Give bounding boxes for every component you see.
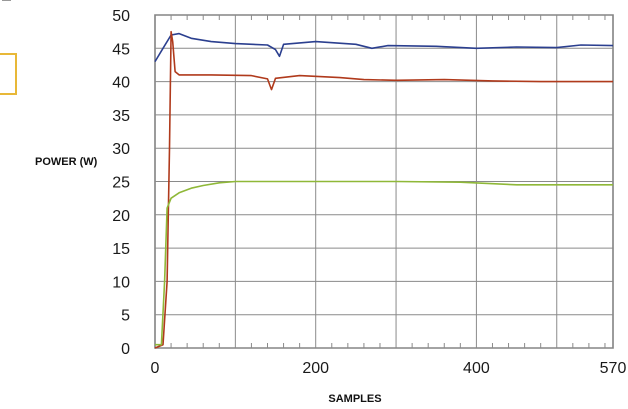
y-tick-label: 15 [112, 241, 130, 258]
y-tick-label: 40 [112, 75, 130, 92]
y-tick-labels: 0 5 10 15 20 25 30 35 40 45 50 [112, 8, 130, 358]
yellow-frame-box [0, 53, 17, 95]
x-axis-title: SAMPLES [328, 393, 381, 405]
y-tick-label: 5 [121, 308, 130, 325]
x-tick-label: 570 [600, 360, 627, 377]
minor-tick-marks [170, 15, 606, 348]
corner-mark [2, 0, 11, 5]
series-line-2 [154, 30, 613, 349]
x-tick-label: 400 [463, 360, 490, 377]
y-axis-title: POWER (W) [35, 156, 98, 168]
series-layer [154, 30, 614, 349]
series-line-1 [154, 32, 614, 63]
y-tick-label: 25 [112, 175, 130, 192]
x-tick-label: 200 [302, 360, 329, 377]
y-tick-label: 0 [121, 341, 130, 358]
y-tick-label: 20 [112, 208, 130, 225]
x-tick-label: 0 [151, 360, 160, 377]
y-tick-label: 30 [112, 141, 130, 158]
series-line-3 [155, 180, 613, 346]
y-tick-label: 35 [112, 108, 130, 125]
y-tick-label: 10 [112, 274, 130, 291]
x-tick-labels: 0 200 400 570 [151, 360, 627, 377]
y-tick-label: 50 [112, 8, 130, 25]
y-tick-label: 45 [112, 41, 130, 58]
